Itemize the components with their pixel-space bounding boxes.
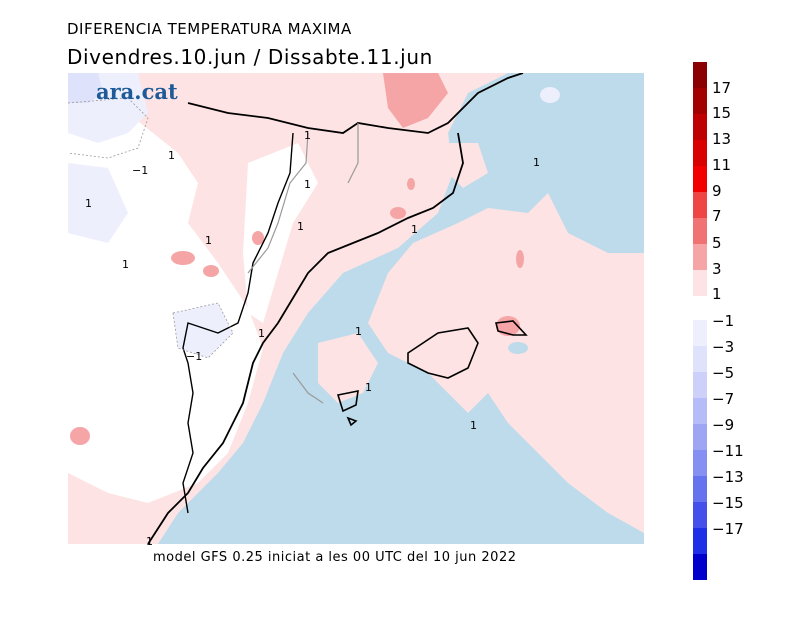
contour-label: 1 — [533, 156, 540, 169]
border-secondary — [247, 123, 359, 404]
contour-label: 1 — [470, 419, 477, 432]
warm-spot-west — [70, 427, 90, 445]
coastline-menorca — [495, 320, 528, 336]
contour-label: 1 — [411, 223, 418, 236]
colorbar-box-positive — [693, 62, 707, 88]
colorbar-box-negative — [693, 424, 707, 450]
colorbar-label-minus-1: −1 — [712, 312, 735, 330]
warm-spot-sea-east — [516, 250, 524, 268]
contour-label: 1 — [304, 129, 311, 142]
colorbar-box-negative — [693, 450, 707, 476]
colorbar-label-17: 17 — [712, 79, 732, 97]
colorbar-box-negative — [693, 554, 707, 580]
colorbar-label-1: 1 — [712, 285, 722, 303]
cool-spot-northeast — [540, 87, 560, 103]
model-caption: model GFS 0.25 iniciat a les 00 UTC del … — [153, 550, 517, 565]
contour-label: −1 — [186, 350, 203, 363]
warm-spot-north — [383, 73, 448, 128]
warm-zone-balearic — [368, 193, 644, 533]
coastline-mallorca — [407, 327, 479, 379]
colorbar-box-positive — [693, 88, 707, 114]
colorbar-label-minus-15: −15 — [712, 494, 744, 512]
colorbar-label-7: 7 — [712, 207, 722, 225]
colorbar-box-negative — [693, 528, 707, 554]
colorbar-label-minus-13: −13 — [712, 468, 744, 486]
coastline-ibiza — [336, 389, 359, 427]
border-inland — [182, 132, 294, 514]
warm-spot-inland-2 — [203, 265, 219, 277]
warm-spot-inland-3 — [252, 231, 264, 245]
cool-zone-inland — [173, 303, 233, 358]
contour-label: 1 — [85, 197, 92, 210]
colorbar-label-13: 13 — [712, 130, 732, 148]
colorbar-box-negative — [693, 476, 707, 502]
colorbar-box-negative — [693, 502, 707, 528]
colorbar-box-positive — [693, 218, 707, 244]
colorbar-label-minus-9: −9 — [712, 416, 735, 434]
colorbar-box-positive — [693, 166, 707, 192]
contour-label: 1 — [258, 327, 265, 340]
warm-spot-inland-5 — [407, 178, 415, 190]
neutral-zone-coast — [243, 143, 318, 323]
colorbar-box-positive — [693, 270, 707, 296]
colorbar-box-negative — [693, 372, 707, 398]
contour-label: 1 — [297, 220, 304, 233]
colorbar-label-minus-11: −11 — [712, 442, 744, 460]
cool-spot-sea — [508, 342, 528, 354]
colorbar-box-positive — [693, 192, 707, 218]
ara-cat-logo[interactable]: ara.cat — [96, 79, 178, 104]
contour-label: 1 — [146, 535, 153, 548]
contour-label: 1 — [205, 234, 212, 247]
temperature-difference-map — [68, 73, 644, 544]
colorbar-label-3: 3 — [712, 260, 722, 278]
contour-label: 1 — [168, 149, 175, 162]
contour-label: 1 — [365, 381, 372, 394]
coastline-mainland — [147, 73, 524, 544]
map-subtitle: Divendres.10.jun / Dissabte.11.jun — [67, 45, 433, 69]
colorbar-label-minus-5: −5 — [712, 364, 735, 382]
colorbar-box-negative — [693, 398, 707, 424]
colorbar-label-15: 15 — [712, 104, 732, 122]
warm-spot-inland-4 — [390, 207, 406, 219]
colorbar-label-minus-17: −17 — [712, 520, 744, 538]
colorbar-box-negative — [693, 320, 707, 346]
colorbar-box-negative — [693, 346, 707, 372]
colorbar-label-minus-7: −7 — [712, 390, 735, 408]
colorbar-box-positive — [693, 114, 707, 140]
map-title: DIFERENCIA TEMPERATURA MAXIMA — [67, 20, 352, 38]
contour-label: −1 — [132, 164, 149, 177]
contour-label: 1 — [355, 325, 362, 338]
warm-spot-inland-1 — [171, 251, 195, 265]
colorbar-label-5: 5 — [712, 234, 722, 252]
contour-label: 1 — [304, 178, 311, 191]
colorbar-label-9: 9 — [712, 182, 722, 200]
colorbar-label-minus-3: −3 — [712, 338, 735, 356]
colorbar-label-11: 11 — [712, 156, 732, 174]
colorbar-box-positive — [693, 244, 707, 270]
warm-zone-channel — [318, 333, 378, 403]
colorbar-box-positive — [693, 140, 707, 166]
cool-zone-corner — [68, 73, 103, 103]
contour-lines — [68, 97, 234, 359]
contour-label: 1 — [122, 258, 129, 271]
cool-zone-west-inland — [68, 163, 128, 243]
